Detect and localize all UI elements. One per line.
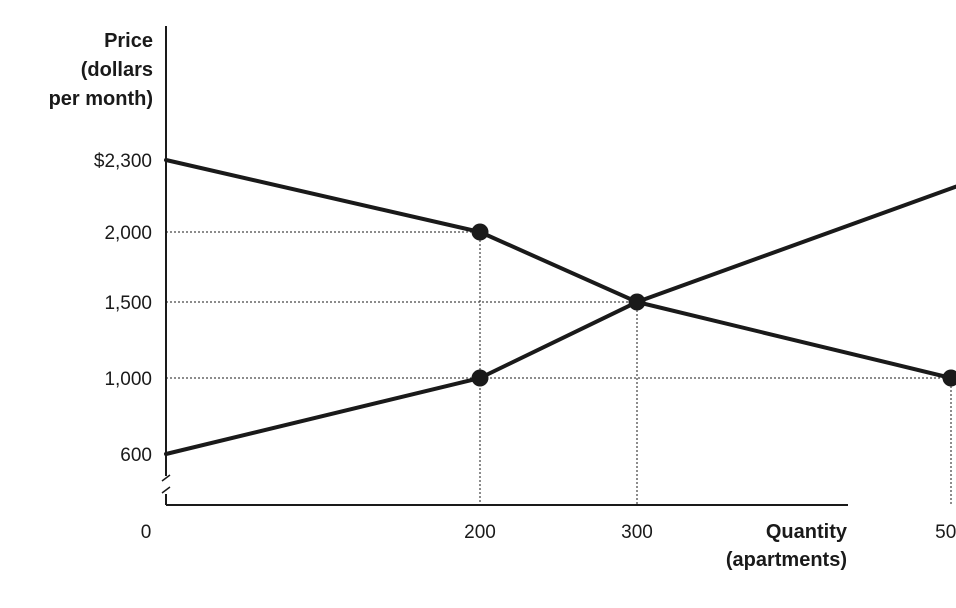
x-axis-title: Quantity (apartments): [726, 521, 848, 571]
y-axis-title-line-1: Price: [104, 30, 153, 52]
x-tick-labels: 200 300 500: [464, 522, 956, 543]
x-origin-label: 0: [141, 522, 152, 543]
y-tick-labels: $2,300 2,000 1,500 1,000 600: [94, 151, 152, 466]
y-tick-label: 600: [120, 445, 152, 466]
marked-points: [471, 223, 956, 387]
data-point: [471, 223, 489, 241]
x-axis-title-line-1: Quantity: [766, 521, 848, 543]
y-tick-label: 1,500: [104, 293, 152, 314]
y-tick-label: $2,300: [94, 151, 152, 172]
y-axis-title-line-3: per month): [49, 88, 153, 110]
y-axis-break: [161, 474, 171, 494]
curves: [164, 158, 956, 456]
y-tick-label: 2,000: [104, 223, 152, 244]
data-point: [942, 369, 956, 387]
x-tick-label: 200: [464, 522, 496, 543]
demand-curve: [164, 158, 956, 383]
y-axis-title-line-2: (dollars: [81, 59, 153, 81]
guide-lines: [166, 231, 952, 505]
y-axis-title: Price (dollars per month): [49, 30, 153, 110]
x-tick-label: 300: [621, 522, 653, 543]
data-point: [471, 369, 489, 387]
x-tick-label: 500: [935, 522, 956, 543]
x-axis-title-line-2: (apartments): [726, 549, 847, 571]
y-tick-label: 1,000: [104, 369, 152, 390]
data-point: [628, 293, 646, 311]
supply-curve: [164, 184, 956, 456]
